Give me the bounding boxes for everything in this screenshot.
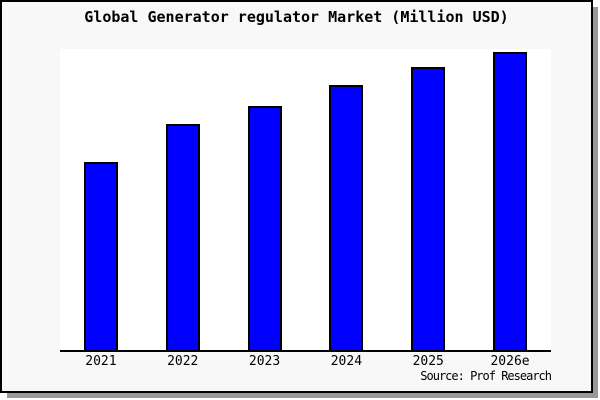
plot-area <box>60 49 551 352</box>
x-tick-label-2022: 2022 <box>167 354 199 369</box>
bar-slot-2024 <box>305 49 387 350</box>
bar-slot-2021 <box>60 49 142 350</box>
bar-2024 <box>329 85 364 350</box>
bar-slot-2026e <box>469 49 551 350</box>
bar-2021 <box>83 162 118 350</box>
source-credit: Source: Prof Research <box>420 369 552 383</box>
bar-2023 <box>247 106 282 350</box>
x-tick-label-2026e: 2026e <box>490 354 530 369</box>
bar-2025 <box>411 67 446 350</box>
x-tick-label-2023: 2023 <box>248 354 281 369</box>
bar-slot-2023 <box>224 49 306 350</box>
x-axis-tick-labels: 2021 2022 2023 2024 2025 2026e <box>60 354 551 369</box>
bar-slot-2025 <box>387 49 469 350</box>
x-tick-label-2021: 2021 <box>85 354 117 369</box>
chart-frame: Global Generator regulator Market (Milli… <box>0 0 593 393</box>
bar-2026e <box>493 52 528 350</box>
x-tick-label-2025: 2025 <box>412 354 444 369</box>
bar-2022 <box>165 124 200 350</box>
x-tick-label-2024: 2024 <box>330 354 363 369</box>
chart-title: Global Generator regulator Market (Milli… <box>84 8 509 26</box>
bar-slot-2022 <box>142 49 224 350</box>
